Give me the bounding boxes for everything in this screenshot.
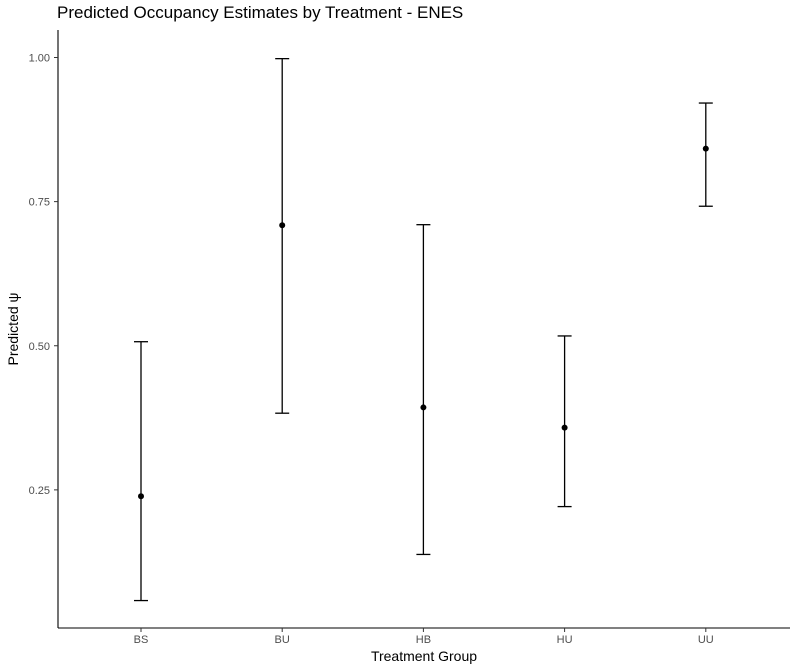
x-axis-title: Treatment Group	[371, 648, 477, 664]
y-tick-label: 0.75	[29, 197, 50, 209]
data-point	[420, 404, 427, 411]
x-tick-label: BS	[134, 634, 149, 646]
chart-title: Predicted Occupancy Estimates by Treatme…	[57, 3, 464, 22]
chart-marks	[134, 58, 713, 602]
y-tick-label: 1.00	[29, 53, 50, 65]
data-point	[279, 222, 286, 229]
y-tick-label: 0.25	[29, 485, 50, 497]
y-axis-title: Predicted ψ	[5, 292, 21, 365]
y-tick-label: 0.50	[29, 341, 50, 353]
y-axis: 0.25 0.50 0.75 1.00	[29, 30, 59, 628]
data-point	[138, 493, 144, 500]
data-point	[702, 145, 709, 152]
x-tick-label: BU	[275, 634, 290, 646]
data-point	[561, 424, 568, 431]
x-tick-label: UU	[698, 634, 714, 646]
x-axis: BS BU HB HU UU	[58, 627, 790, 646]
x-tick-label: HU	[557, 634, 573, 646]
x-tick-label: HB	[416, 634, 431, 646]
